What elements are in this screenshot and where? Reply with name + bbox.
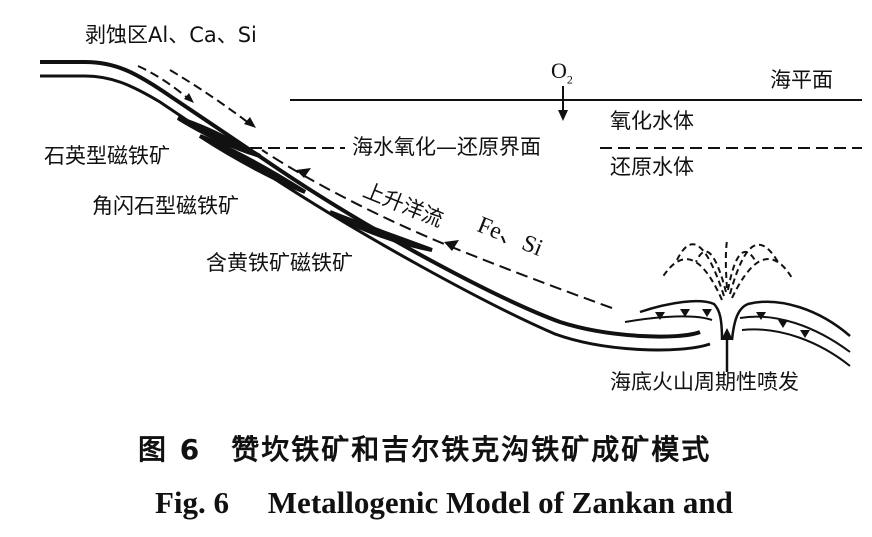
quartz-magnetite-label: 石英型磁铁矿: [44, 144, 170, 168]
caption-english: Fig. 6 Metallogenic Model of Zankan and: [155, 485, 733, 520]
vent-right-flank-layer: [741, 328, 851, 367]
flank-arrow: [655, 312, 665, 320]
pyrite-magnetite-lens: [328, 210, 433, 252]
eruption-plume-arc: [729, 243, 779, 295]
quartz-magnetite-lens: [176, 116, 261, 158]
eruption-plume-arc: [727, 250, 757, 291]
volcanic-eruption-label: 海底火山周期性喷发: [610, 370, 799, 394]
reduced-water-label: 还原水体: [610, 155, 694, 179]
amphibole-magnetite-label: 角闪石型磁铁矿: [92, 194, 239, 218]
vent-right-flank-top: [730, 300, 851, 341]
flank-arrow: [778, 320, 788, 328]
flank-arrow: [702, 309, 712, 317]
oxidized-water-label: 氧化水体: [610, 109, 694, 133]
oxygen-arrow-head: [558, 110, 568, 121]
oxygen-symbol: O: [551, 58, 567, 83]
erosion-arrow-2-head: [244, 117, 256, 128]
erosion-zone-label: 剥蚀区Al、Ca、Si: [85, 23, 257, 47]
amphibole-magnetite-lens: [198, 134, 307, 194]
sea-level-label: 海平面: [770, 68, 833, 92]
flank-arrow: [680, 309, 690, 317]
oxygen-subscript: 2: [566, 72, 573, 87]
vent-right-flank-bottom: [739, 315, 851, 353]
upwelling-head-upper: [296, 168, 311, 178]
flank-arrow: [800, 330, 810, 338]
erosion-arrow-1-head: [184, 93, 194, 103]
upwelling-head-lower: [444, 240, 459, 251]
seafloor-upper-line: [40, 60, 701, 339]
eruption-plume-arc: [724, 239, 728, 289]
redox-interface-label: 海水氧化—还原界面: [352, 135, 541, 159]
volcanic-vent-arrow-head: [721, 328, 733, 340]
caption-chinese: 图 6 赞坎铁矿和吉尔铁克沟铁矿成矿模式: [138, 433, 712, 466]
eruption-plume-arc: [695, 250, 727, 293]
eruption-plume-arc: [661, 258, 723, 301]
flank-arrow: [756, 312, 766, 320]
vent-left-flank-bottom: [624, 315, 713, 323]
oxygen-label: O2: [551, 58, 573, 87]
vent-left-flank-top: [639, 299, 724, 341]
seafloor-lower-line: [40, 74, 711, 352]
erosion-arrow-2: [169, 69, 251, 125]
pyrite-magnetite-label: 含黄铁矿磁铁矿: [206, 251, 353, 275]
eruption-plume-arc: [731, 258, 793, 299]
